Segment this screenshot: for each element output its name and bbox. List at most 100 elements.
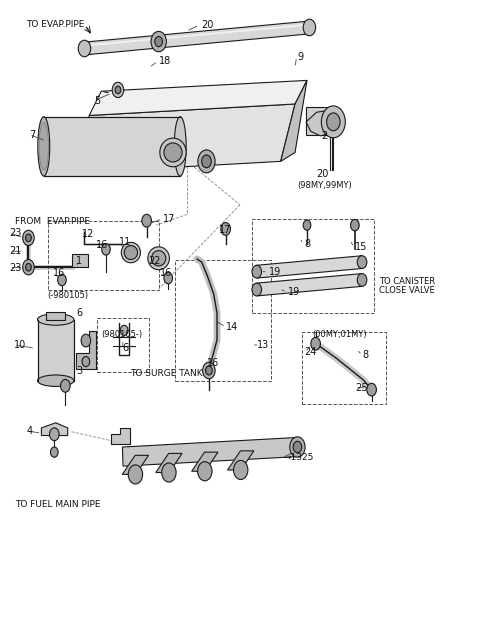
Circle shape bbox=[357, 273, 367, 286]
Text: 8: 8 bbox=[362, 350, 368, 360]
Circle shape bbox=[81, 334, 91, 347]
Circle shape bbox=[205, 366, 212, 375]
Text: 16: 16 bbox=[53, 268, 66, 278]
Circle shape bbox=[221, 222, 230, 235]
Text: 22: 22 bbox=[148, 256, 161, 266]
Text: CLOSE VALVE: CLOSE VALVE bbox=[379, 286, 434, 295]
Bar bbox=[44, 117, 180, 176]
Bar bbox=[175, 260, 271, 381]
Text: TO FUEL MAIN PIPE: TO FUEL MAIN PIPE bbox=[15, 500, 100, 509]
Circle shape bbox=[162, 463, 176, 482]
Circle shape bbox=[155, 36, 163, 47]
Polygon shape bbox=[281, 81, 307, 162]
Text: TO SURGE TANK: TO SURGE TANK bbox=[130, 369, 203, 378]
Bar bbox=[252, 219, 374, 313]
Circle shape bbox=[23, 230, 34, 245]
Circle shape bbox=[305, 21, 314, 34]
Circle shape bbox=[25, 263, 31, 271]
Text: 18: 18 bbox=[158, 56, 171, 66]
Text: 23: 23 bbox=[9, 263, 22, 273]
Text: 25: 25 bbox=[355, 383, 367, 393]
Bar bbox=[97, 318, 149, 372]
Circle shape bbox=[78, 40, 91, 57]
Circle shape bbox=[198, 150, 215, 173]
Circle shape bbox=[60, 380, 70, 392]
Text: (98MY,99MY): (98MY,99MY) bbox=[298, 181, 352, 190]
Circle shape bbox=[293, 442, 302, 453]
Circle shape bbox=[303, 19, 316, 36]
Polygon shape bbox=[156, 454, 182, 472]
Ellipse shape bbox=[160, 138, 186, 167]
Text: 16: 16 bbox=[159, 268, 172, 278]
Polygon shape bbox=[84, 21, 310, 55]
Text: 24: 24 bbox=[305, 347, 317, 357]
Circle shape bbox=[151, 31, 167, 52]
Bar bbox=[72, 254, 88, 266]
Circle shape bbox=[203, 362, 215, 379]
Text: 3: 3 bbox=[76, 366, 83, 376]
Circle shape bbox=[25, 234, 31, 242]
Circle shape bbox=[326, 113, 340, 131]
Circle shape bbox=[322, 106, 345, 138]
Circle shape bbox=[290, 437, 305, 458]
Text: 19: 19 bbox=[269, 266, 281, 277]
Text: →1325: →1325 bbox=[283, 453, 313, 463]
Text: 20: 20 bbox=[202, 20, 214, 30]
Circle shape bbox=[164, 272, 172, 284]
Circle shape bbox=[49, 428, 59, 441]
Bar bbox=[48, 221, 159, 290]
Text: 6: 6 bbox=[123, 343, 129, 353]
Text: 7: 7 bbox=[29, 130, 36, 139]
Polygon shape bbox=[306, 111, 333, 136]
Polygon shape bbox=[89, 81, 307, 116]
Text: 4: 4 bbox=[27, 426, 33, 436]
Polygon shape bbox=[256, 273, 362, 296]
Ellipse shape bbox=[164, 143, 182, 162]
Text: 5: 5 bbox=[94, 96, 100, 106]
Text: 10: 10 bbox=[14, 340, 26, 350]
Polygon shape bbox=[84, 24, 309, 47]
Text: TO CANISTER: TO CANISTER bbox=[379, 277, 435, 286]
Circle shape bbox=[58, 274, 66, 286]
Text: 1: 1 bbox=[76, 256, 83, 266]
Circle shape bbox=[82, 357, 90, 367]
Circle shape bbox=[23, 259, 34, 275]
Circle shape bbox=[311, 337, 321, 350]
Circle shape bbox=[234, 461, 248, 479]
Text: 16: 16 bbox=[96, 240, 108, 250]
Ellipse shape bbox=[38, 117, 50, 176]
Text: 23: 23 bbox=[9, 227, 22, 238]
Text: 6: 6 bbox=[76, 308, 83, 318]
Text: (-980105): (-980105) bbox=[48, 291, 89, 300]
Text: 20: 20 bbox=[317, 169, 329, 179]
Polygon shape bbox=[41, 423, 68, 436]
Text: (980105-): (980105-) bbox=[101, 330, 143, 339]
Polygon shape bbox=[122, 438, 298, 466]
Polygon shape bbox=[256, 256, 362, 278]
Ellipse shape bbox=[39, 123, 48, 170]
Circle shape bbox=[128, 465, 143, 484]
Circle shape bbox=[357, 256, 367, 268]
Text: 17: 17 bbox=[218, 225, 231, 235]
Polygon shape bbox=[76, 331, 96, 369]
Text: 14: 14 bbox=[226, 322, 238, 332]
Text: 16: 16 bbox=[206, 358, 219, 368]
Circle shape bbox=[367, 383, 376, 396]
Text: 15: 15 bbox=[355, 242, 367, 252]
Text: 12: 12 bbox=[82, 229, 95, 239]
Ellipse shape bbox=[121, 242, 141, 263]
Circle shape bbox=[102, 243, 110, 255]
Text: 8: 8 bbox=[305, 239, 311, 249]
Circle shape bbox=[252, 283, 262, 296]
Text: 11: 11 bbox=[120, 237, 132, 247]
Polygon shape bbox=[122, 456, 149, 474]
Bar bbox=[46, 312, 65, 320]
Ellipse shape bbox=[124, 245, 138, 259]
Polygon shape bbox=[192, 452, 218, 471]
Circle shape bbox=[202, 155, 211, 168]
Circle shape bbox=[50, 447, 58, 458]
Bar bbox=[37, 320, 74, 381]
Circle shape bbox=[112, 82, 124, 98]
Circle shape bbox=[120, 325, 128, 335]
Polygon shape bbox=[228, 451, 254, 470]
